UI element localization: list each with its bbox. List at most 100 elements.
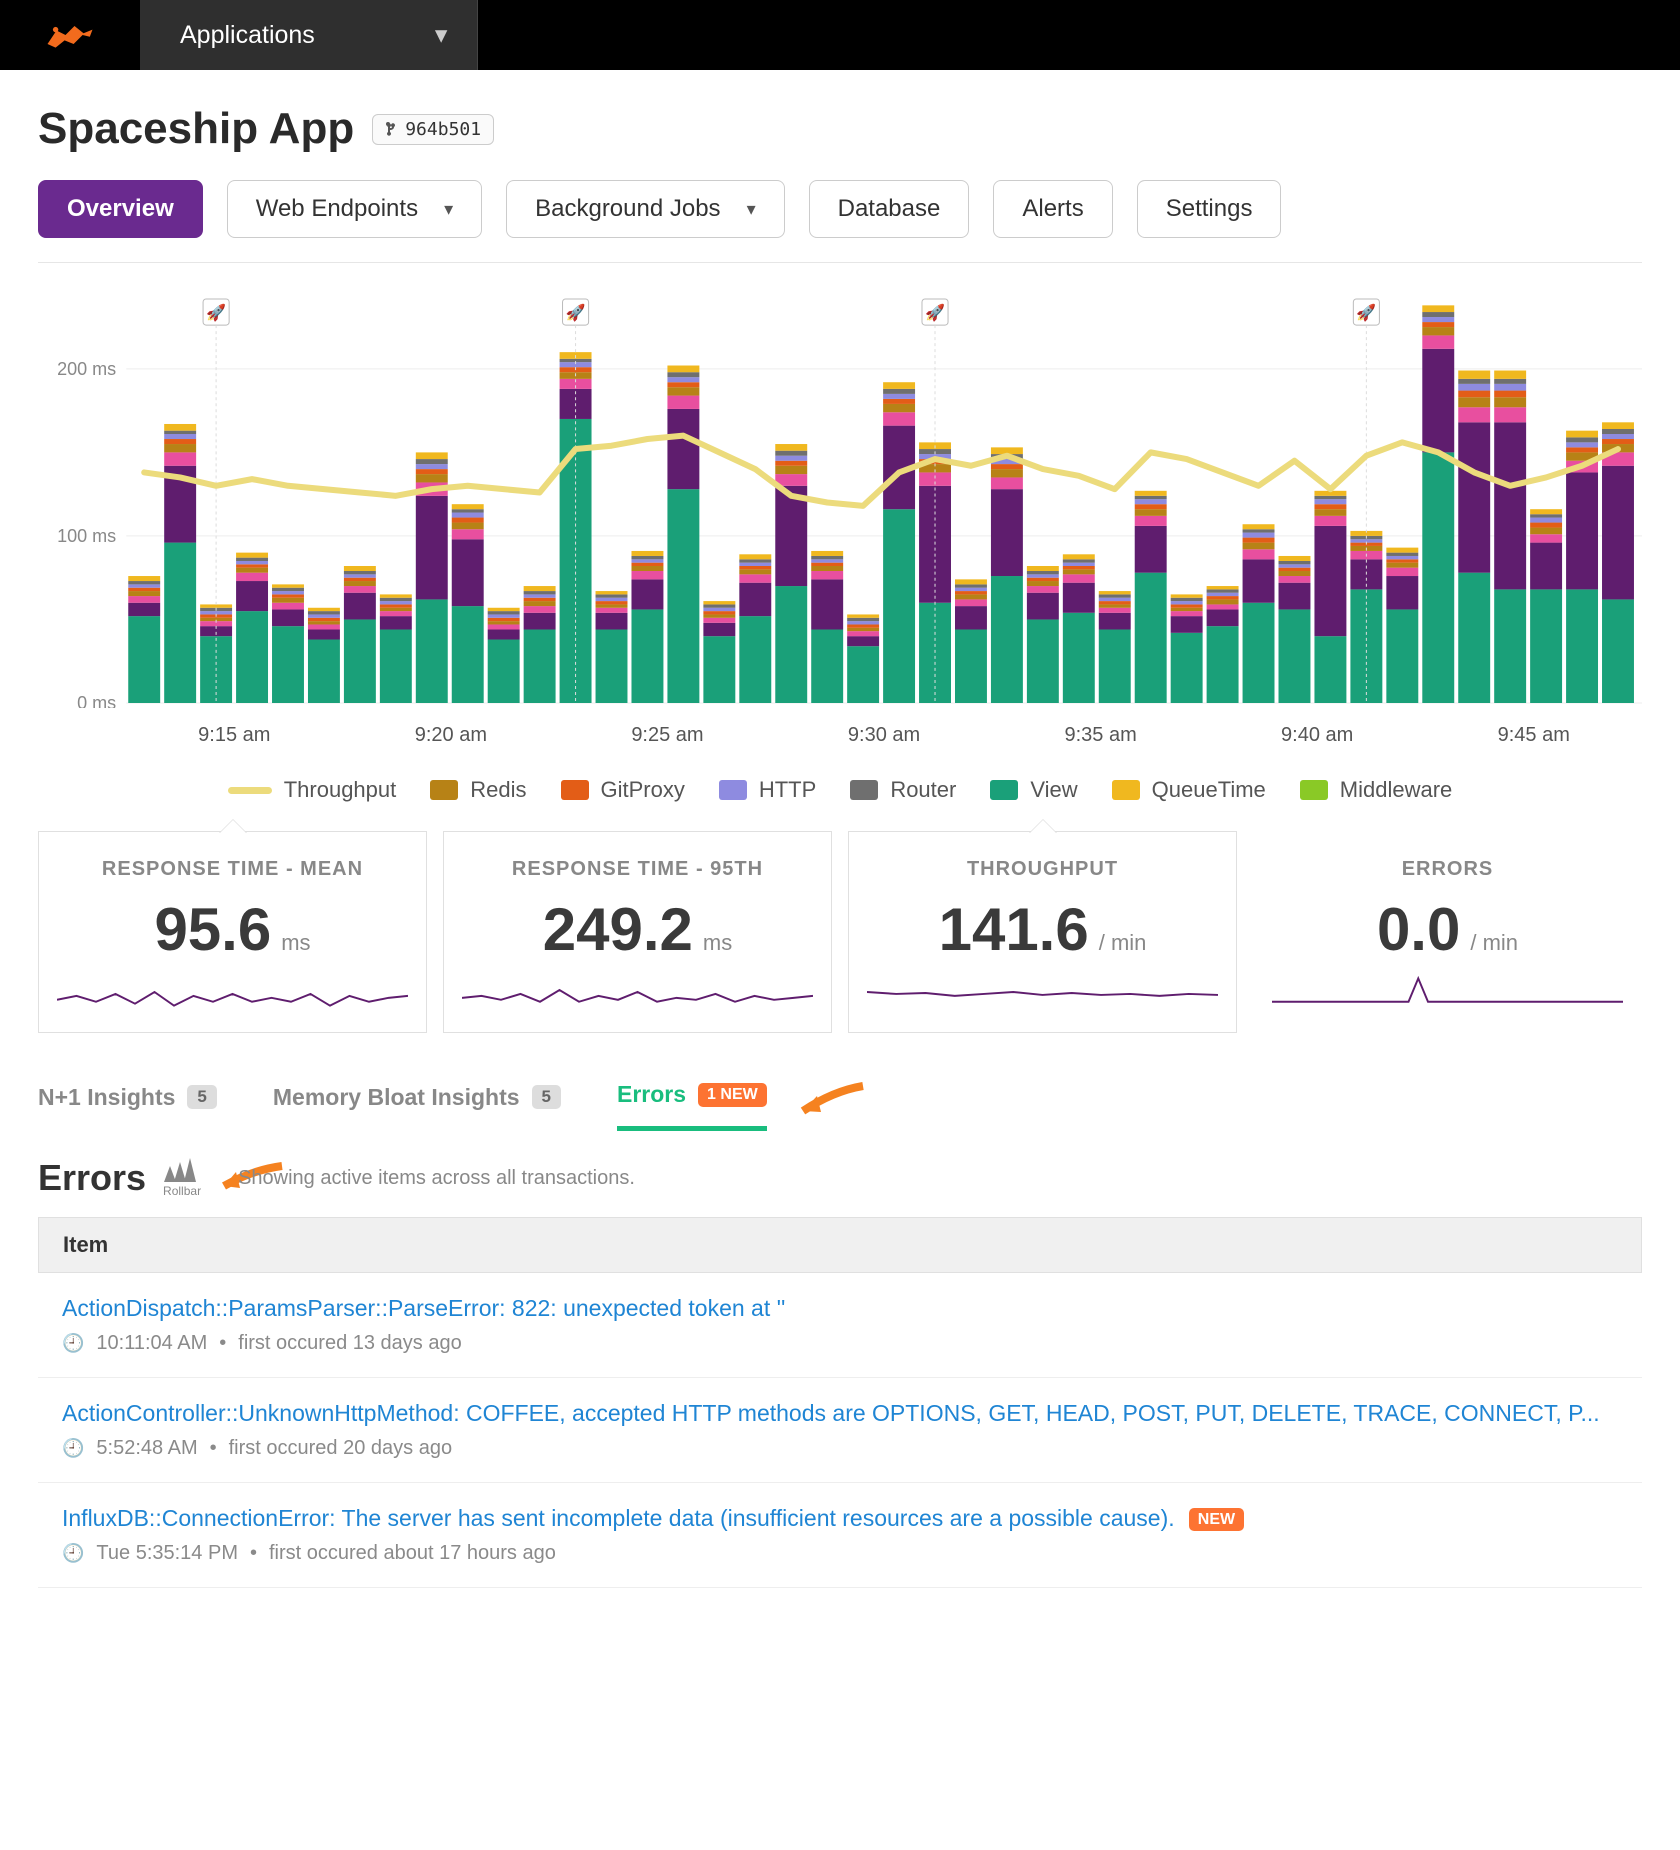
clock-icon: 🕘 xyxy=(62,1438,84,1459)
count-badge: 5 xyxy=(532,1085,561,1109)
metric-card[interactable]: THROUGHPUT 141.6 / min xyxy=(848,831,1237,1033)
error-link[interactable]: ActionController::UnknownHttpMethod: COF… xyxy=(62,1400,1600,1426)
metric-card[interactable]: RESPONSE TIME - MEAN95.6ms xyxy=(38,831,427,1033)
new-badge: NEW xyxy=(1189,1508,1244,1531)
application-selector-label: Applications xyxy=(180,21,315,50)
chart-x-tick: 9:45 am xyxy=(1425,724,1642,747)
nav-tabs: Overview Web Endpoints▾ Background Jobs▾… xyxy=(38,180,1642,263)
legend-router[interactable]: Router xyxy=(850,777,956,803)
sparkline xyxy=(462,972,813,1012)
tab-overview[interactable]: Overview xyxy=(38,180,203,238)
tab-errors[interactable]: Errors 1 NEW xyxy=(617,1081,767,1131)
legend-label: View xyxy=(1030,777,1077,803)
error-time: 10:11:04 AM xyxy=(96,1332,207,1355)
metric-unit: / min xyxy=(1470,930,1518,956)
metric-value: 95.6 xyxy=(154,895,271,964)
legend-http[interactable]: HTTP xyxy=(719,777,816,803)
stacked-bar-chart: 0 ms 100 ms 200 ms 🚀 🚀 🚀 🚀 xyxy=(38,297,1642,708)
error-row: ActionDispatch::ParamsParser::ParseError… xyxy=(38,1273,1642,1378)
commit-badge[interactable]: 964b501 xyxy=(372,114,494,145)
tab-memory-bloat-insights[interactable]: Memory Bloat Insights 5 xyxy=(273,1084,561,1129)
error-time: 5:52:48 AM xyxy=(96,1437,197,1460)
legend-gitproxy[interactable]: GitProxy xyxy=(561,777,685,803)
errors-title: Errors xyxy=(38,1157,146,1199)
chevron-down-icon: ▾ xyxy=(444,199,453,220)
error-row: InfluxDB::ConnectionError: The server ha… xyxy=(38,1483,1642,1588)
summary-metrics: RESPONSE TIME - MEAN95.6msRESPONSE TIME … xyxy=(0,831,1680,1033)
chart-x-tick: 9:30 am xyxy=(776,724,993,747)
svg-text:200 ms: 200 ms xyxy=(57,359,116,379)
metric-label: ERRORS xyxy=(1272,858,1623,881)
tab-nplus1-insights[interactable]: N+1 Insights 5 xyxy=(38,1084,217,1129)
clock-icon: 🕘 xyxy=(62,1543,84,1564)
error-first-seen: first occured about 17 hours ago xyxy=(269,1542,556,1565)
legend-label: Middleware xyxy=(1340,777,1453,803)
sparkline xyxy=(1272,972,1623,1012)
annotation-arrow-icon xyxy=(793,1076,873,1126)
chart-x-axis: 9:15 am9:20 am9:25 am9:30 am9:35 am9:40 … xyxy=(38,724,1642,747)
legend-label: Throughput xyxy=(284,777,397,803)
metric-card[interactable]: ERRORS 0.0 / min xyxy=(1253,831,1642,1033)
clock-icon: 🕘 xyxy=(62,1333,84,1354)
svg-text:🚀: 🚀 xyxy=(1356,303,1376,322)
chart-x-tick: 9:20 am xyxy=(343,724,560,747)
tab-background-jobs[interactable]: Background Jobs▾ xyxy=(506,180,785,238)
legend-swatch xyxy=(1300,780,1328,800)
git-branch-icon xyxy=(385,121,399,137)
error-link[interactable]: InfluxDB::ConnectionError: The server ha… xyxy=(62,1505,1175,1531)
page-title: Spaceship App xyxy=(38,104,354,154)
legend-view[interactable]: View xyxy=(990,777,1077,803)
metric-label: RESPONSE TIME - 95TH xyxy=(462,858,813,881)
errors-table-header: Item xyxy=(38,1217,1642,1273)
legend-label: QueueTime xyxy=(1152,777,1266,803)
chevron-down-icon: ▾ xyxy=(747,199,756,220)
error-first-seen: first occured 13 days ago xyxy=(238,1332,461,1355)
main-chart: 0 ms 100 ms 200 ms 🚀 🚀 🚀 🚀 9:15 am9:20 am9:25 … xyxy=(0,263,1680,747)
error-first-seen: first occured 20 days ago xyxy=(229,1437,452,1460)
legend-swatch xyxy=(561,780,589,800)
commit-hash: 964b501 xyxy=(405,119,481,140)
metric-card[interactable]: RESPONSE TIME - 95TH 249.2 ms xyxy=(443,831,832,1033)
legend-label: Redis xyxy=(470,777,526,803)
application-selector[interactable]: Applications ▾ xyxy=(140,0,478,70)
tab-settings[interactable]: Settings xyxy=(1137,180,1282,238)
brand-logo[interactable] xyxy=(0,0,140,70)
legend-redis[interactable]: Redis xyxy=(430,777,526,803)
svg-text:🚀: 🚀 xyxy=(925,303,945,322)
metric-value: 141.6 xyxy=(939,895,1089,964)
top-bar: Applications ▾ xyxy=(0,0,1680,70)
svg-text:🚀: 🚀 xyxy=(566,303,586,322)
svg-text:0 ms: 0 ms xyxy=(77,693,116,708)
legend-label: Router xyxy=(890,777,956,803)
metric-value: 0.0 xyxy=(1377,895,1460,964)
metric-label: THROUGHPUT xyxy=(867,858,1218,881)
chart-x-tick: 9:25 am xyxy=(559,724,776,747)
chevron-down-icon: ▾ xyxy=(435,20,448,50)
legend-swatch xyxy=(990,780,1018,800)
metric-unit: ms xyxy=(281,930,310,956)
sparkline xyxy=(57,972,408,1012)
legend-throughput[interactable]: Throughput xyxy=(228,777,397,803)
legend-middleware[interactable]: Middleware xyxy=(1300,777,1453,803)
metric-value: 249.2 xyxy=(543,895,693,964)
legend-swatch xyxy=(430,780,458,800)
svg-text:100 ms: 100 ms xyxy=(57,526,116,546)
chart-x-tick: 9:35 am xyxy=(992,724,1209,747)
legend-queuetime[interactable]: QueueTime xyxy=(1112,777,1266,803)
tab-database[interactable]: Database xyxy=(809,180,970,238)
metric-unit: ms xyxy=(703,930,732,956)
chart-x-tick: 9:15 am xyxy=(126,724,343,747)
svg-text:🚀: 🚀 xyxy=(206,303,226,322)
chart-x-tick: 9:40 am xyxy=(1209,724,1426,747)
legend-swatch xyxy=(228,787,272,794)
error-row: ActionController::UnknownHttpMethod: COF… xyxy=(38,1378,1642,1483)
sparkline xyxy=(867,972,1218,1012)
error-link[interactable]: ActionDispatch::ParamsParser::ParseError… xyxy=(62,1295,785,1321)
error-time: Tue 5:35:14 PM xyxy=(96,1542,238,1565)
metric-unit: / min xyxy=(1099,930,1147,956)
tab-web-endpoints[interactable]: Web Endpoints▾ xyxy=(227,180,482,238)
legend-swatch xyxy=(850,780,878,800)
tab-alerts[interactable]: Alerts xyxy=(993,180,1112,238)
legend-label: HTTP xyxy=(759,777,816,803)
legend-swatch xyxy=(1112,780,1140,800)
